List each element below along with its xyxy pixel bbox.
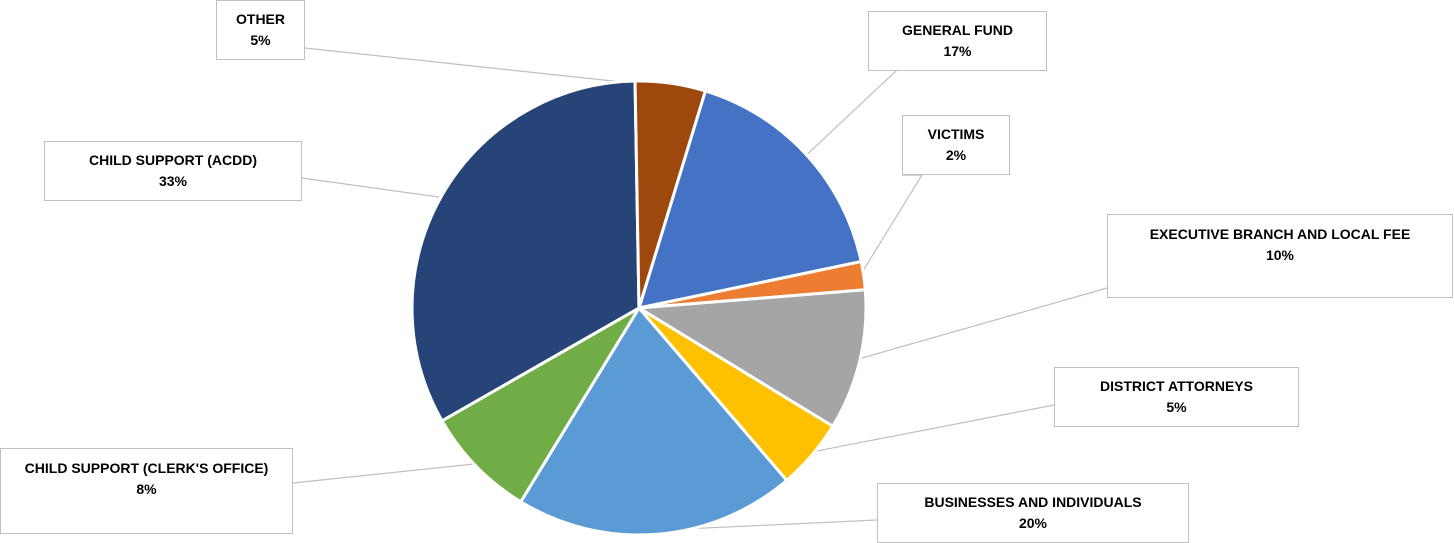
label-victims-pct: 2% [945, 147, 967, 163]
leader-line-general-fund [803, 69, 899, 159]
pie-slice-child-support-acdd [410, 79, 641, 423]
label-other: OTHER 5% [216, 0, 305, 60]
label-child-support-acdd-pct: 33% [158, 173, 188, 189]
pie-slice-child-support-clerk [439, 306, 641, 504]
label-businesses-and-individuals: BUSINESSES AND INDIVIDUALS 20% [877, 483, 1189, 543]
label-child-support-acdd: CHILD SUPPORT (ACDD) 33% [44, 141, 302, 201]
label-victims-name: VICTIMS [927, 126, 985, 142]
label-victims: VICTIMS 2% [902, 115, 1010, 175]
label-child-support-acdd-name: CHILD SUPPORT (ACDD) [89, 152, 257, 168]
label-executive-branch: EXECUTIVE BRANCH AND LOCAL FEE 10% [1107, 214, 1453, 298]
pie-slice-businesses [518, 305, 789, 537]
label-child-support-clerk-pct: 8% [136, 481, 157, 497]
leader-line-executive-branch [855, 287, 1108, 361]
leader-line-child-support-acdd [301, 177, 446, 199]
pie-slice-executive-branch [634, 288, 868, 429]
label-district-attorneys-name: DISTRICT ATTORNEYS [1100, 378, 1253, 394]
label-district-attorneys-pct: 5% [1166, 399, 1187, 415]
label-executive-branch-pct: 10% [1265, 247, 1295, 263]
pie-slice-other [633, 79, 708, 309]
label-businesses-name: BUSINESSES AND INDIVIDUALS [924, 494, 1142, 510]
leader-line-other [304, 47, 671, 88]
label-other-pct: 5% [250, 32, 271, 48]
label-general-fund: GENERAL FUND 17% [868, 11, 1047, 71]
label-child-support-clerk: CHILD SUPPORT (CLERK'S OFFICE) 8% [0, 448, 293, 534]
label-general-fund-pct: 17% [943, 43, 972, 59]
label-child-support-clerk-name: CHILD SUPPORT (CLERK'S OFFICE) [24, 460, 269, 476]
label-general-fund-name: GENERAL FUND [902, 22, 1013, 38]
pie-slice-general-fund [636, 89, 863, 310]
label-other-name: OTHER [236, 11, 285, 27]
label-executive-branch-name: EXECUTIVE BRANCH AND LOCAL FEE [1149, 226, 1411, 242]
label-businesses-pct: 20% [1018, 515, 1048, 531]
leader-line-child-support-clerk [292, 462, 480, 484]
leader-line-victims [859, 174, 924, 277]
label-district-attorneys: DISTRICT ATTORNEYS 5% [1054, 367, 1299, 427]
leader-line-district-attorneys [808, 404, 1055, 454]
